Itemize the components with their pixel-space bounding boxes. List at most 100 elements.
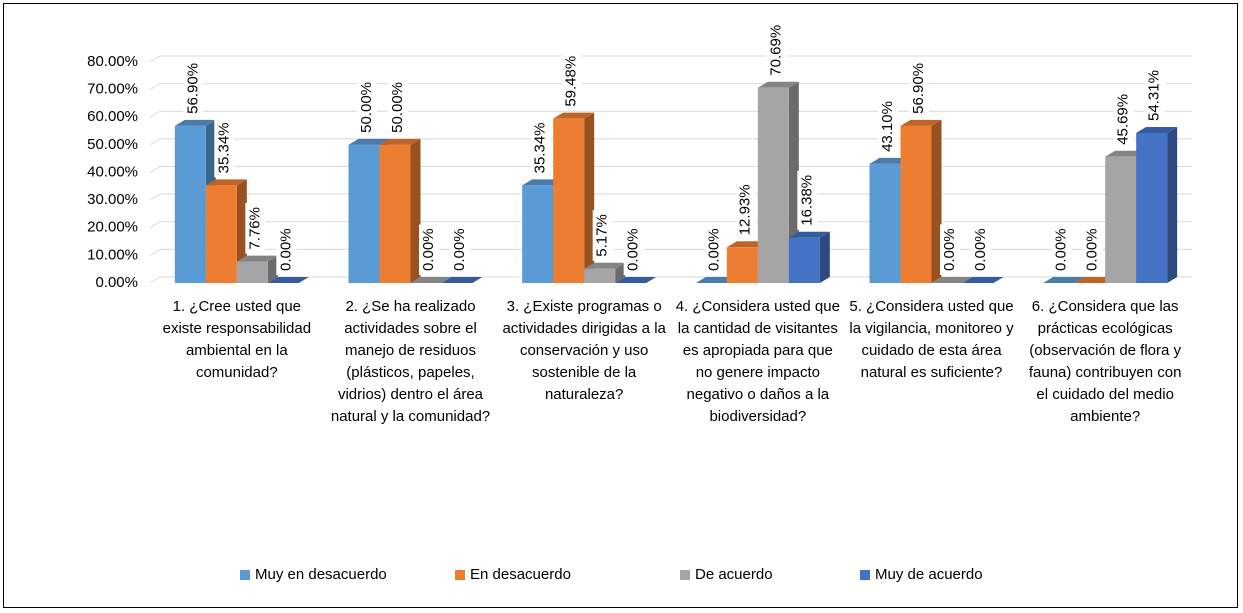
- legend-swatch: [680, 570, 690, 580]
- bar: [553, 118, 585, 284]
- bar: [869, 163, 901, 283]
- y-tick-label: 20.00%: [87, 219, 138, 236]
- data-label: 59.48%: [563, 56, 580, 107]
- data-label-group: 35.34%: [530, 118, 551, 178]
- bar-top: [869, 157, 911, 164]
- bar-top: [962, 277, 1004, 283]
- data-label-group: 12.93%: [735, 180, 756, 240]
- data-label: 50.00%: [389, 82, 406, 133]
- data-label: 0.00%: [625, 228, 642, 271]
- legend-label: Muy en desacuerdo: [255, 566, 387, 583]
- bar-top: [522, 179, 564, 186]
- bar-top: [788, 231, 830, 238]
- bar-top: [267, 277, 309, 283]
- data-label-bg: [419, 224, 439, 275]
- y-tick-label: 40.00%: [87, 163, 138, 180]
- grid-line: [149, 138, 1192, 146]
- bar-top: [410, 277, 452, 283]
- data-label-bg: [1051, 224, 1072, 275]
- legend-label: En desacuerdo: [470, 566, 571, 583]
- bar-top: [757, 81, 799, 88]
- grid-line: [149, 83, 1192, 91]
- bar: [205, 185, 237, 283]
- legend-swatch: [455, 570, 465, 580]
- data-label: 0.00%: [972, 228, 989, 271]
- bar-top: [205, 179, 247, 186]
- bar-top: [1043, 277, 1085, 283]
- legend-swatch: [240, 570, 250, 580]
- data-label: 16.38%: [798, 175, 815, 226]
- data-label-group: 35.34%: [214, 118, 235, 178]
- y-tick-label: 70.00%: [87, 81, 138, 98]
- data-label-group: 0.00%: [623, 224, 644, 275]
- bar: [726, 247, 758, 283]
- bar-top: [726, 241, 768, 248]
- bar-top: [174, 119, 216, 126]
- data-label: 43.10%: [879, 101, 896, 152]
- legend-label: De acuerdo: [695, 566, 773, 583]
- data-label: 35.34%: [532, 122, 549, 173]
- data-label-group: 43.10%: [878, 97, 898, 156]
- bar-top: [553, 112, 595, 119]
- data-label-group: 59.48%: [561, 51, 582, 111]
- bar-top: [1105, 150, 1147, 157]
- bar: [788, 237, 820, 283]
- data-label-group: 7.76%: [245, 203, 266, 254]
- data-label-bg: [592, 210, 613, 261]
- data-label-bg: [909, 58, 929, 118]
- data-label-group: 56.90%: [183, 58, 204, 118]
- data-label: 5.17%: [594, 214, 611, 257]
- bar-top: [695, 277, 737, 283]
- data-label-bg: [971, 224, 991, 275]
- data-label: 0.00%: [705, 228, 722, 271]
- data-label-group: 50.00%: [357, 78, 377, 137]
- data-label: 7.76%: [246, 207, 263, 250]
- bar-top: [379, 138, 421, 145]
- data-label-bg: [1144, 66, 1165, 125]
- bar-top: [584, 262, 626, 269]
- bar-top: [441, 277, 483, 283]
- grid-line: [149, 221, 1192, 229]
- bar-side: [584, 112, 595, 284]
- data-label-bg: [704, 224, 725, 275]
- x-tick-label: 4. ¿Considera usted que la cantidad de v…: [675, 298, 840, 425]
- bar-top: [615, 277, 657, 283]
- bar: [174, 125, 206, 283]
- y-tick-label: 30.00%: [87, 191, 138, 208]
- grid-line: [149, 193, 1192, 201]
- data-label: 0.00%: [1084, 228, 1101, 271]
- data-label-bg: [1082, 224, 1103, 275]
- data-label-group: 0.00%: [276, 224, 297, 275]
- grid-line: [149, 166, 1192, 173]
- bar: [379, 144, 411, 283]
- data-label-group: 0.00%: [450, 224, 470, 275]
- chart-frame: [3, 3, 1238, 608]
- data-label-bg: [276, 224, 297, 275]
- data-label: 35.34%: [215, 122, 232, 173]
- bar: [522, 185, 554, 283]
- bar: [236, 261, 268, 283]
- data-label-group: 0.00%: [940, 224, 960, 275]
- data-label-group: 0.00%: [1051, 224, 1072, 275]
- data-label: 56.90%: [910, 63, 927, 114]
- data-label-group: 0.00%: [1082, 224, 1103, 275]
- y-tick-label: 50.00%: [87, 136, 138, 153]
- data-label-group: 5.17%: [592, 210, 613, 261]
- data-label: 56.90%: [184, 63, 201, 114]
- data-label-bg: [183, 58, 204, 118]
- y-tick-label: 0.00%: [95, 274, 138, 291]
- x-tick-label: 1. ¿Cree usted que existe responsabilida…: [162, 298, 312, 381]
- bar: [757, 87, 789, 283]
- y-tick-label: 80.00%: [87, 53, 138, 70]
- data-label: 0.00%: [277, 228, 294, 271]
- data-label: 50.00%: [358, 82, 375, 133]
- data-label-bg: [940, 224, 960, 275]
- bar: [900, 125, 932, 283]
- data-label-group: 56.90%: [909, 58, 929, 118]
- data-label: 0.00%: [1053, 228, 1070, 271]
- legend-label: Muy de acuerdo: [875, 566, 983, 583]
- data-label: 54.31%: [1146, 70, 1163, 121]
- grid-line: [149, 55, 1192, 63]
